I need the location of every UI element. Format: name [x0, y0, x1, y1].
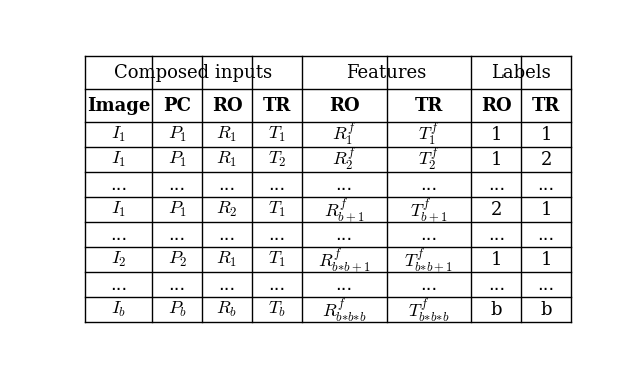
- Text: $I_2$: $I_2$: [111, 250, 127, 269]
- Text: $T_{b{*}b+1}^f$: $T_{b{*}b+1}^f$: [404, 246, 454, 274]
- Text: ...: ...: [488, 276, 505, 294]
- Text: $R_1$: $R_1$: [216, 150, 237, 169]
- Text: TR: TR: [415, 96, 444, 115]
- Text: TR: TR: [262, 96, 291, 115]
- Text: $R_1$: $R_1$: [216, 125, 237, 144]
- Text: ...: ...: [110, 226, 127, 244]
- Text: Image: Image: [87, 96, 150, 115]
- Text: ...: ...: [538, 176, 555, 194]
- Text: ...: ...: [538, 226, 555, 244]
- Text: ...: ...: [218, 176, 236, 194]
- Text: RO: RO: [481, 96, 512, 115]
- Text: $T_2$: $T_2$: [268, 150, 286, 169]
- Text: RO: RO: [329, 96, 360, 115]
- Text: ...: ...: [538, 276, 555, 294]
- Text: RO: RO: [212, 96, 243, 115]
- Text: $T_b$: $T_b$: [268, 301, 285, 320]
- Text: $I_1$: $I_1$: [111, 125, 126, 144]
- Text: $P_1$: $P_1$: [168, 150, 187, 169]
- Text: $T_2^f$: $T_2^f$: [419, 146, 440, 173]
- Text: $P_2$: $P_2$: [168, 250, 187, 269]
- Text: ...: ...: [168, 176, 186, 194]
- Text: $T_{b+1}^f$: $T_{b+1}^f$: [410, 196, 448, 224]
- Text: ...: ...: [335, 226, 353, 244]
- Text: $R_{b+1}^f$: $R_{b+1}^f$: [324, 196, 364, 224]
- Text: PC: PC: [163, 96, 191, 115]
- Text: $T_1^f$: $T_1^f$: [419, 121, 440, 148]
- Text: $I_1$: $I_1$: [111, 150, 126, 169]
- Text: $R_{b{*}b+1}^f$: $R_{b{*}b+1}^f$: [318, 246, 371, 274]
- Text: $R_1^f$: $R_1^f$: [332, 121, 356, 148]
- Text: $P_1$: $P_1$: [168, 125, 187, 144]
- Text: Composed inputs: Composed inputs: [115, 64, 273, 81]
- Text: 1: 1: [540, 125, 552, 144]
- Text: Labels: Labels: [492, 64, 551, 81]
- Text: $T_1$: $T_1$: [268, 125, 285, 144]
- Text: Features: Features: [346, 64, 427, 81]
- Text: ...: ...: [488, 226, 505, 244]
- Text: ...: ...: [488, 176, 505, 194]
- Text: $R_1$: $R_1$: [216, 250, 237, 269]
- Text: ...: ...: [420, 276, 438, 294]
- Text: ...: ...: [420, 226, 438, 244]
- Text: ...: ...: [218, 276, 236, 294]
- Text: 1: 1: [491, 251, 502, 269]
- Text: 1: 1: [540, 251, 552, 269]
- Text: ...: ...: [420, 176, 438, 194]
- Text: $I_b$: $I_b$: [111, 301, 126, 320]
- Text: TR: TR: [532, 96, 561, 115]
- Text: ...: ...: [335, 176, 353, 194]
- Text: $R_{b{*}b{*}b}^f$: $R_{b{*}b{*}b}^f$: [322, 296, 366, 324]
- Text: b: b: [540, 301, 552, 319]
- Text: 2: 2: [491, 201, 502, 219]
- Text: $T_1$: $T_1$: [268, 200, 285, 219]
- Text: ...: ...: [110, 276, 127, 294]
- Text: ...: ...: [218, 226, 236, 244]
- Text: ...: ...: [268, 226, 285, 244]
- Text: 2: 2: [540, 151, 552, 169]
- Text: $T_1$: $T_1$: [268, 250, 285, 269]
- Text: $P_b$: $P_b$: [168, 301, 187, 320]
- Text: ...: ...: [268, 276, 285, 294]
- Text: $P_1$: $P_1$: [168, 200, 187, 219]
- Text: b: b: [491, 301, 502, 319]
- Text: $R_2^f$: $R_2^f$: [332, 146, 356, 173]
- Text: ...: ...: [268, 176, 285, 194]
- Text: $I_1$: $I_1$: [111, 200, 126, 219]
- Text: ...: ...: [110, 176, 127, 194]
- Text: ...: ...: [168, 276, 186, 294]
- Text: 1: 1: [491, 151, 502, 169]
- Text: ...: ...: [335, 276, 353, 294]
- Text: $R_2$: $R_2$: [216, 200, 237, 219]
- Text: $T_{b{*}b{*}b}^f$: $T_{b{*}b{*}b}^f$: [408, 296, 450, 324]
- Text: 1: 1: [540, 201, 552, 219]
- Text: ...: ...: [168, 226, 186, 244]
- Text: 1: 1: [491, 125, 502, 144]
- Text: $R_b$: $R_b$: [216, 301, 237, 320]
